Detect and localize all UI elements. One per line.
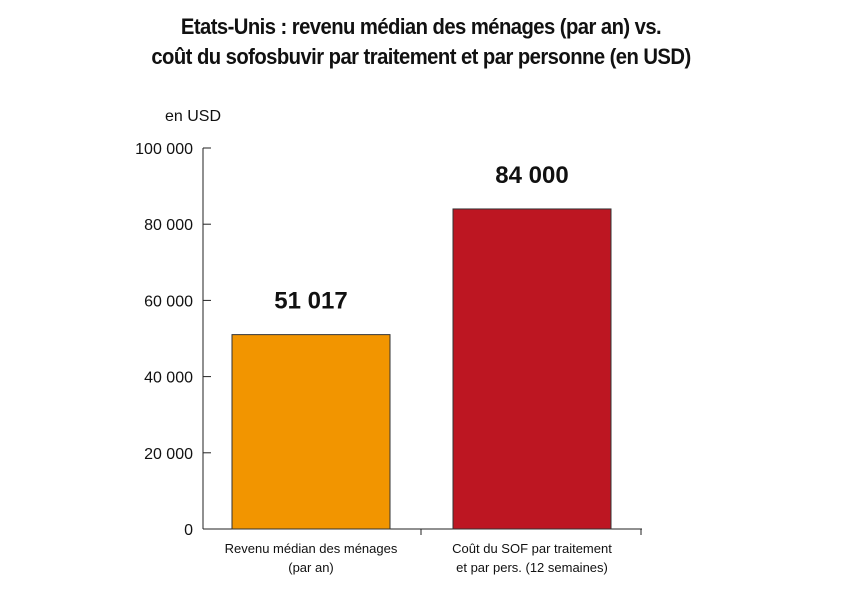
y-tick-label: 0 bbox=[184, 522, 193, 539]
chart-title: Etats-Unis : revenu médian des ménages (… bbox=[34, 12, 809, 72]
bar bbox=[231, 334, 391, 530]
category-label: et par pers. (12 semaines) bbox=[456, 560, 608, 575]
y-tick-label: 40 000 bbox=[144, 370, 193, 387]
y-axis-unit-label: en USD bbox=[165, 108, 221, 125]
chart-title-line-2: coût du sofosbuvir par traitement et par… bbox=[151, 44, 691, 69]
data-label: 84 000 bbox=[495, 162, 568, 189]
data-label: 51 017 bbox=[274, 288, 347, 315]
category-label: (par an) bbox=[288, 560, 334, 575]
y-tick-label: 20 000 bbox=[144, 446, 193, 463]
chart-title-line-1: Etats-Unis : revenu médian des ménages (… bbox=[180, 14, 662, 39]
category-label: Coût du SOF par traitement bbox=[452, 541, 612, 556]
y-tick-label: 80 000 bbox=[144, 217, 193, 234]
y-tick-label: 100 000 bbox=[135, 141, 193, 158]
y-tick-label: 60 000 bbox=[144, 293, 193, 310]
category-label: Revenu médian des ménages bbox=[225, 541, 398, 556]
bar bbox=[452, 208, 612, 530]
